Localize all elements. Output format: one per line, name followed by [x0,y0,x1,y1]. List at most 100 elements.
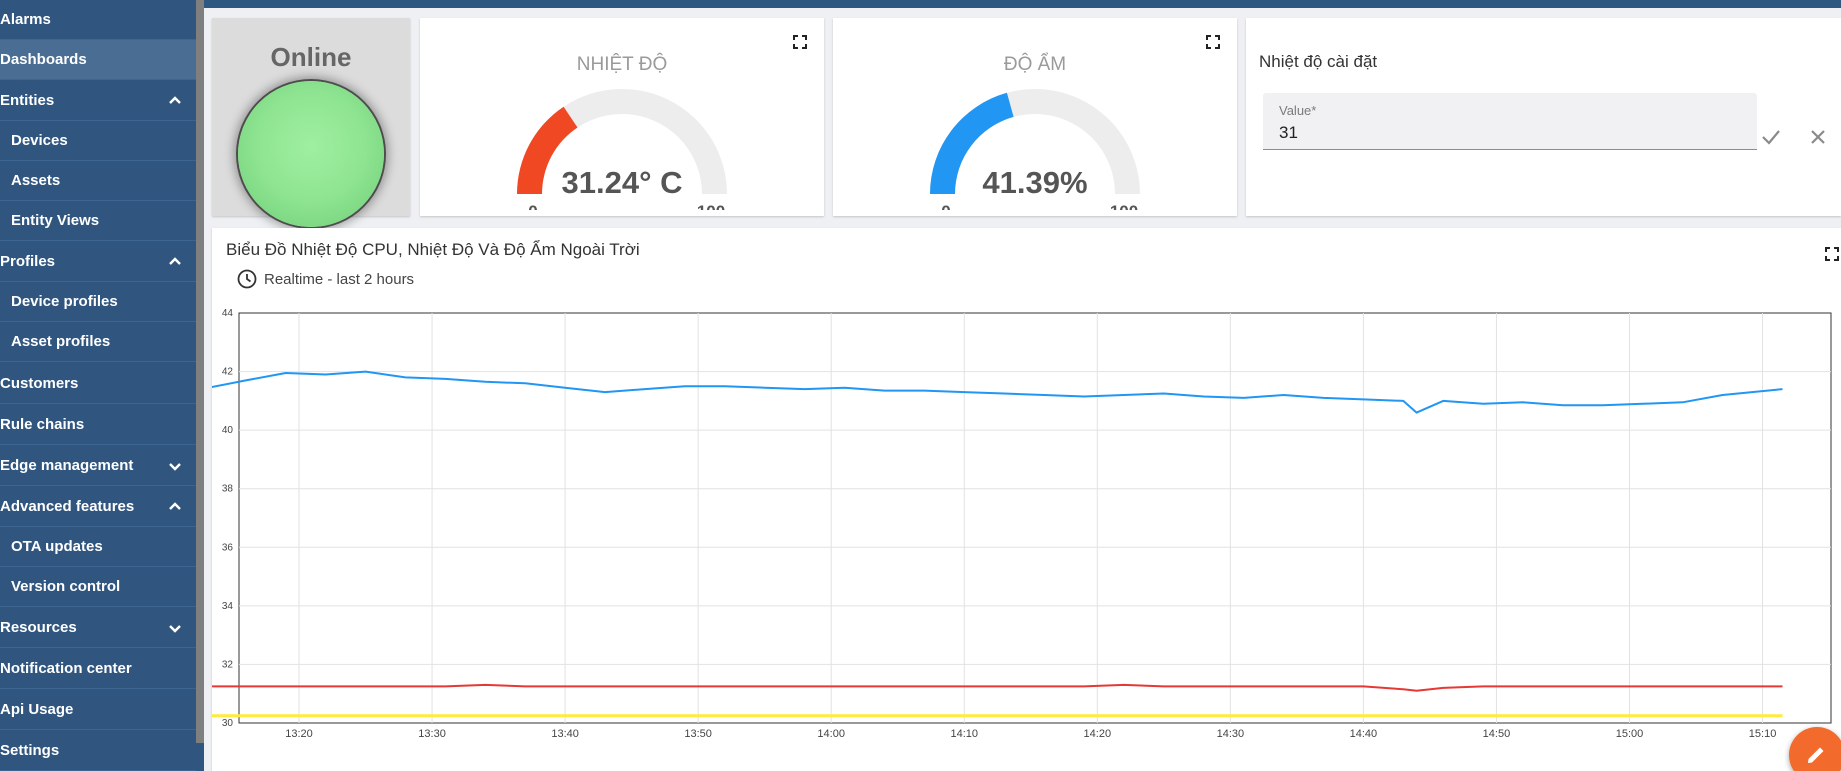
series-line-1 [212,683,1783,692]
y-tick-label: 30 [222,718,234,729]
setpoint-card: Nhiệt độ cài đặt Value* 31 [1246,18,1841,216]
sidebar-item-devices[interactable]: Devices [0,121,196,161]
sidebar-item-label: OTA updates [11,538,103,555]
fullscreen-icon[interactable] [1825,247,1839,261]
gauge-min-label: 0 [941,202,950,210]
pencil-icon [1808,747,1824,763]
sidebar-item-api-usage[interactable]: Api Usage [0,690,196,730]
gauge-title: ĐỘ ẨM [1003,54,1067,75]
status-label: Online [270,42,352,72]
y-tick-label: 40 [222,425,234,436]
sidebar-item-version-control[interactable]: Version control [0,567,196,607]
chevron-down-icon [169,625,181,633]
gauge-max-label: 100 [697,202,725,210]
fullscreen-icon[interactable] [1206,35,1220,49]
gauge-track [517,89,727,194]
gauge-value: 41.39% [982,165,1087,200]
chart-card: Biểu Đồ Nhiệt Độ CPU, Nhiệt Độ Và Độ Ẩm … [212,228,1841,771]
value-input[interactable]: Value* 31 [1263,93,1757,150]
y-tick-label: 32 [222,659,234,670]
x-tick-label: 15:00 [1616,728,1644,740]
y-tick-label: 34 [222,601,234,612]
sidebar-item-label: Dashboards [0,51,87,68]
sidebar-item-asset-profiles[interactable]: Asset profiles [0,322,196,362]
y-tick-label: 44 [222,308,234,319]
top-toolbar [204,0,1841,8]
x-tick-label: 13:30 [418,728,446,740]
sidebar-item-assets[interactable]: Assets [0,161,196,201]
x-tick-label: 13:40 [551,728,579,740]
sidebar-item-label: Devices [11,132,68,149]
fullscreen-icon[interactable] [793,35,807,49]
y-tick-label: 42 [222,367,234,378]
sidebar-item-label: Rule chains [0,416,85,433]
sidebar-item-label: Entity Views [11,212,100,229]
sidebar-item-edge-management[interactable]: Edge management [0,446,196,486]
sidebar-item-settings[interactable]: Settings [0,731,196,771]
sidebar-item-device-profiles[interactable]: Device profiles [0,282,196,322]
sidebar-item-advanced-features[interactable]: Advanced features [0,487,196,527]
x-tick-label: 14:40 [1350,728,1378,740]
chevron-up-icon [169,257,181,265]
status-led [238,81,384,227]
sidebar: Alarms Dashboards Entities Devices Asset… [0,0,204,771]
sidebar-item-label: Asset profiles [11,333,111,350]
sidebar-item-label: Device profiles [11,293,118,310]
sidebar-item-dashboards[interactable]: Dashboards [0,40,196,80]
gauge-value-arc [517,106,578,194]
gauge-max-label: 100 [1110,202,1138,210]
x-tick-label: 14:10 [950,728,978,740]
edit-fab-button[interactable] [1789,727,1841,771]
sidebar-item-label: Assets [11,172,61,189]
timewindow-label[interactable]: Realtime - last 2 hours [264,271,415,288]
sidebar-item-label: Entities [0,92,55,109]
sidebar-scrollbar[interactable] [196,0,204,743]
x-tick-label: 14:00 [817,728,845,740]
sidebar-item-label: Resources [0,619,77,636]
gauge-title: NHIỆT ĐỘ [576,54,668,75]
gauge-value-arc [930,92,1014,194]
sidebar-item-label: Customers [0,375,79,392]
sidebar-item-label: Notification center [0,660,132,677]
sidebar-item-label: Edge management [0,457,134,474]
series-line-0 [212,370,1783,414]
x-tick-label: 15:10 [1749,728,1777,740]
chevron-down-icon [169,463,181,471]
clock-icon [237,269,257,289]
sidebar-item-resources[interactable]: Resources [0,608,196,648]
x-tick-label: 13:50 [684,728,712,740]
sidebar-item-label: Version control [11,578,121,595]
x-tick-label: 14:20 [1084,728,1112,740]
line-chart: 44 42 40 38 36 34 32 30 13:20 13:30 13:40 13:50 14:0… [212,308,1832,740]
gauge-value: 31.24° C [562,165,683,200]
sidebar-item-customers[interactable]: Customers [0,364,196,404]
sidebar-item-ota-updates[interactable]: OTA updates [0,527,196,567]
sidebar-item-label: Api Usage [0,701,74,718]
sidebar-item-rule-chains[interactable]: Rule chains [0,405,196,445]
sidebar-item-alarms[interactable]: Alarms [0,0,196,40]
sidebar-item-profiles[interactable]: Profiles [0,242,196,282]
temperature-gauge: 31.24° C 0 100 [517,89,727,210]
chevron-up-icon [169,502,181,510]
sidebar-item-label: Settings [0,742,60,759]
close-icon[interactable] [1808,127,1828,147]
y-tick-label: 38 [222,484,234,495]
humidity-gauge: 41.39% 0 100 [930,89,1140,210]
y-tick-label: 36 [222,542,234,553]
plot-area [238,312,1832,724]
status-card: Online [212,18,410,227]
value-input-text[interactable]: 31 [1279,123,1298,142]
setpoint-title: Nhiệt độ cài đặt [1259,52,1378,71]
sidebar-item-label: Profiles [0,253,56,270]
temperature-gauge-card: NHIỆT ĐỘ 31.24° C 0 100 [420,18,824,216]
gauge-min-label: 0 [528,202,537,210]
sidebar-item-label: Advanced features [0,498,135,515]
sidebar-item-entities[interactable]: Entities [0,81,196,121]
check-icon[interactable] [1760,126,1782,148]
chevron-up-icon [169,96,181,104]
value-input-label: Value* [1279,103,1317,118]
sidebar-item-notification-center[interactable]: Notification center [0,649,196,689]
sidebar-item-label: Alarms [0,11,51,28]
x-tick-label: 13:20 [285,728,313,740]
sidebar-item-entity-views[interactable]: Entity Views [0,201,196,241]
